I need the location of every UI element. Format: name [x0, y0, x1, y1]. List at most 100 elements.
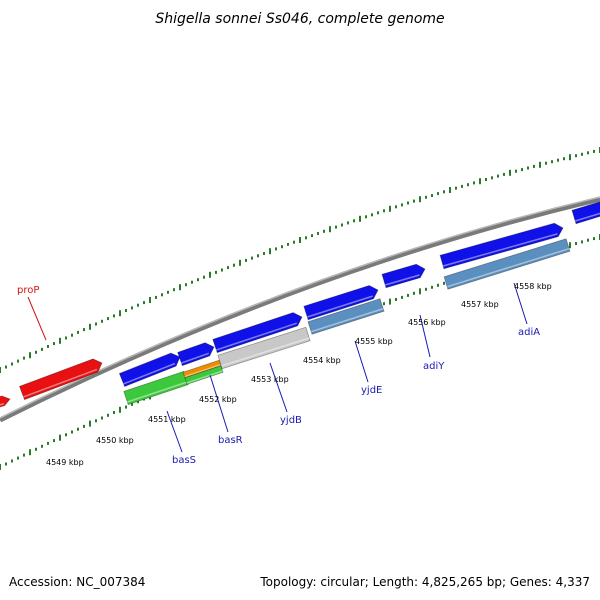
minor-tick — [185, 283, 187, 287]
minor-tick — [71, 430, 73, 434]
minor-tick — [467, 183, 469, 187]
gene-basR-green[interactable] — [184, 365, 224, 385]
gene-proP-arrow-shine — [0, 402, 5, 406]
major-tick — [269, 248, 271, 255]
major-tick — [239, 259, 241, 266]
major-tick — [389, 205, 391, 212]
minor-tick — [35, 350, 37, 354]
minor-tick — [251, 256, 253, 260]
minor-tick — [371, 213, 373, 217]
gene-adiA-shine — [446, 247, 570, 288]
minor-tick — [101, 416, 103, 420]
minor-tick — [53, 439, 55, 443]
minor-tick — [383, 302, 385, 306]
gene-blue-arrow-shine — [181, 352, 210, 364]
minor-tick — [101, 319, 103, 323]
minor-tick — [407, 201, 409, 205]
minor-tick — [395, 298, 397, 301]
major-tick — [89, 420, 91, 427]
gene-adiA[interactable] — [443, 238, 571, 290]
gene-yjdE[interactable] — [307, 298, 385, 335]
gene-track — [0, 201, 600, 410]
major-tick — [29, 449, 31, 456]
gene-blue-arrow[interactable] — [571, 201, 600, 225]
gene-blue-arrow[interactable] — [177, 342, 215, 367]
minor-tick — [41, 347, 43, 351]
gene-label-adiA[interactable]: adiA — [518, 327, 540, 338]
minor-tick — [107, 317, 109, 321]
minor-tick — [95, 322, 97, 326]
label-leaders — [27, 282, 528, 453]
gene-blue-arrow[interactable] — [118, 352, 181, 388]
minor-tick — [197, 278, 199, 282]
leader-yjdB — [269, 362, 288, 413]
minor-tick — [341, 223, 343, 227]
major-tick — [0, 464, 1, 470]
scale-labels: 4549 kbp 4550 kbp 4551 kbp 4552 kbp 4553… — [46, 282, 552, 467]
minor-tick — [11, 459, 13, 463]
minor-tick — [437, 192, 439, 196]
gene-label-yjdB[interactable]: yjdB — [280, 415, 302, 426]
gene-label-basS[interactable]: basS — [172, 455, 196, 466]
minor-tick — [11, 362, 13, 366]
gene-label-proP[interactable]: proP — [17, 285, 39, 296]
gene-blue-arrow[interactable] — [439, 222, 564, 270]
minor-tick — [581, 152, 583, 156]
minor-tick — [131, 402, 133, 406]
scale-label: 4553 kbp — [251, 375, 289, 384]
minor-tick — [413, 199, 415, 203]
minor-tick — [173, 288, 175, 292]
major-tick — [59, 337, 61, 344]
gene-label-basR[interactable]: basR — [218, 435, 243, 446]
major-tick — [299, 237, 301, 243]
gene-red-arrow[interactable] — [18, 358, 103, 401]
minor-tick — [125, 309, 127, 312]
gene-blue-arrow-shine — [123, 362, 176, 385]
minor-tick — [215, 270, 217, 274]
major-tick — [89, 323, 91, 330]
minor-tick — [575, 154, 577, 158]
minor-tick — [23, 453, 25, 457]
scale-label: 4554 kbp — [303, 356, 341, 365]
gene-basR-orange-shine — [184, 363, 221, 378]
major-tick — [0, 367, 1, 373]
gene-blue-arrow[interactable] — [381, 263, 426, 289]
minor-tick — [131, 306, 133, 310]
accession-text: Accession: NC_007384 — [9, 575, 145, 589]
gene-blue-arrow[interactable] — [303, 285, 379, 321]
gene-yjdB[interactable] — [217, 326, 311, 370]
minor-tick — [305, 236, 307, 240]
major-tick — [149, 297, 151, 303]
minor-tick — [275, 247, 277, 251]
minor-tick — [155, 295, 157, 299]
minor-tick — [485, 178, 487, 181]
minor-tick — [95, 419, 97, 423]
minor-tick — [455, 186, 457, 190]
minor-tick — [551, 160, 553, 164]
minor-tick — [5, 462, 7, 466]
gene-blue-arrow-shine — [216, 322, 297, 351]
gene-proP-arrow[interactable] — [0, 395, 11, 410]
minor-tick — [77, 330, 79, 334]
minor-tick — [257, 254, 259, 258]
major-tick — [509, 169, 511, 176]
minor-tick — [161, 293, 163, 297]
minor-tick — [107, 413, 109, 417]
major-tick — [179, 284, 181, 291]
leader-adiY — [419, 314, 431, 358]
genome-summary-text: Topology: circular; Length: 4,825,265 bp… — [259, 575, 590, 589]
minor-tick — [533, 164, 535, 168]
minor-tick — [233, 263, 235, 267]
gene-label-adiY[interactable]: adiY — [423, 361, 445, 372]
minor-tick — [425, 287, 427, 291]
gene-red-arrow-shine — [23, 368, 98, 398]
minor-tick — [41, 444, 43, 448]
minor-tick — [335, 225, 337, 229]
gene-blue-arrow[interactable] — [212, 312, 303, 354]
minor-tick — [557, 158, 559, 162]
minor-tick — [437, 283, 439, 287]
minor-tick — [323, 229, 325, 233]
gene-yjdB-shine — [221, 337, 310, 367]
gene-label-yjdE[interactable]: yjdE — [361, 385, 382, 396]
